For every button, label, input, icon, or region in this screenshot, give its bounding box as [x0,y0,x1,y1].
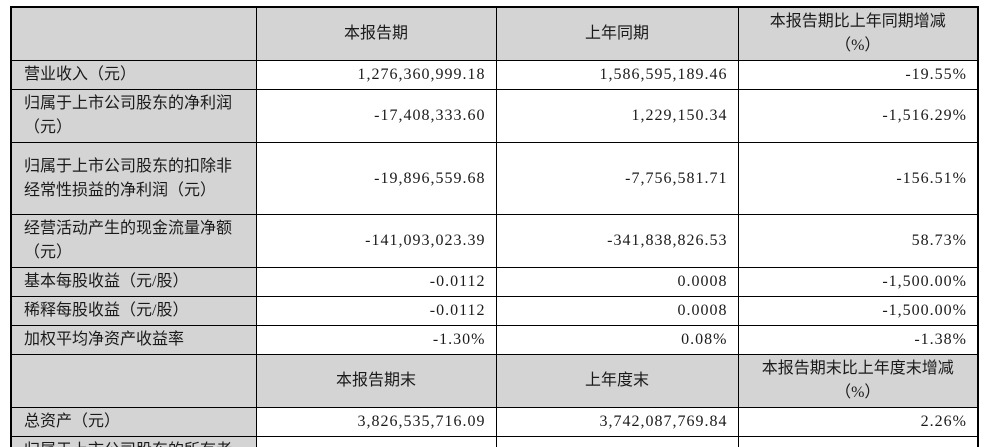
value-change: -1.33% [737,436,979,447]
column-header-prior-period: 上年同期 [495,6,739,61]
table-row-net-profit-excl-nonrecurring: 归属于上市公司股东的扣除非经常性损益的净利润（元） -19,896,559.68… [10,142,979,215]
value-current: 1,276,360,999.18 [255,60,497,90]
value-change: 2.26% [737,407,979,437]
table-row-diluted-eps: 稀释每股收益（元/股） -0.0112 0.0008 -1,500.00% [10,296,979,326]
value-current: 1,330,740,640.31 [255,436,497,447]
value-change: -1,500.00% [737,267,979,297]
table-row-total-assets: 总资产（元） 3,826,535,716.09 3,742,087,769.84… [10,407,979,437]
value-change: -1,516.29% [737,89,979,143]
table-row-shareholders-equity: 归属于上市公司股东的所有者权益（元） 1,330,740,640.31 1,34… [10,436,979,447]
value-current: -17,408,333.60 [255,89,497,143]
row-label: 加权平均净资产收益率 [10,325,257,355]
header-empty-cell [10,6,257,61]
value-change: -156.51% [737,142,979,215]
value-change: -1,500.00% [737,296,979,326]
value-prior: 0.0008 [495,296,739,326]
value-current: -0.0112 [255,296,497,326]
value-prior: 0.0008 [495,267,739,297]
financial-summary-table: 本报告期 上年同期 本报告期比上年同期增减 （%） 营业收入（元） 1,276,… [10,6,979,447]
value-prior: -341,838,826.53 [495,214,739,268]
value-prior: 3,742,087,769.84 [495,407,739,437]
value-current: 3,826,535,716.09 [255,407,497,437]
row-label: 总资产（元） [10,407,257,437]
table-row-operating-cash-flow: 经营活动产生的现金流量净额（元） -141,093,023.39 -341,83… [10,214,979,268]
column-header-current-period: 本报告期 [255,6,497,61]
value-current: -19,896,559.68 [255,142,497,215]
value-prior: 0.08% [495,325,739,355]
column-header-period-end: 本报告期末 [255,354,497,408]
row-label: 归属于上市公司股东的扣除非经常性损益的净利润（元） [10,142,257,215]
table-row-basic-eps: 基本每股收益（元/股） -0.0112 0.0008 -1,500.00% [10,267,979,297]
value-change: -19.55% [737,60,979,90]
row-label: 营业收入（元） [10,60,257,90]
table-row-operating-revenue: 营业收入（元） 1,276,360,999.18 1,586,595,189.4… [10,60,979,90]
value-current: -0.0112 [255,267,497,297]
value-prior: 1,586,595,189.46 [495,60,739,90]
value-prior: 1,229,150.34 [495,89,739,143]
row-label: 基本每股收益（元/股） [10,267,257,297]
column-header-year-end-change: 本报告期末比上年度末增减 （%） [737,354,979,408]
row-label: 稀释每股收益（元/股） [10,296,257,326]
column-header-period-change: 本报告期比上年同期增减 （%） [737,6,979,61]
row-label: 经营活动产生的现金流量净额（元） [10,214,257,268]
table-row-net-profit: 归属于上市公司股东的净利润（元） -17,408,333.60 1,229,15… [10,89,979,143]
section2-header-row: 本报告期末 上年度末 本报告期末比上年度末增减 （%） [10,354,979,408]
value-current: -141,093,023.39 [255,214,497,268]
value-prior: -7,756,581.71 [495,142,739,215]
row-label: 归属于上市公司股东的所有者权益（元） [10,436,257,447]
column-header-prior-year-end: 上年度末 [495,354,739,408]
section1-header-row: 本报告期 上年同期 本报告期比上年同期增减 （%） [10,6,979,61]
value-current: -1.30% [255,325,497,355]
value-change: -1.38% [737,325,979,355]
row-label: 归属于上市公司股东的净利润（元） [10,89,257,143]
header-empty-cell [10,354,257,408]
value-prior: 1,348,685,432.44 [495,436,739,447]
table-row-weighted-avg-roe: 加权平均净资产收益率 -1.30% 0.08% -1.38% [10,325,979,355]
value-change: 58.73% [737,214,979,268]
